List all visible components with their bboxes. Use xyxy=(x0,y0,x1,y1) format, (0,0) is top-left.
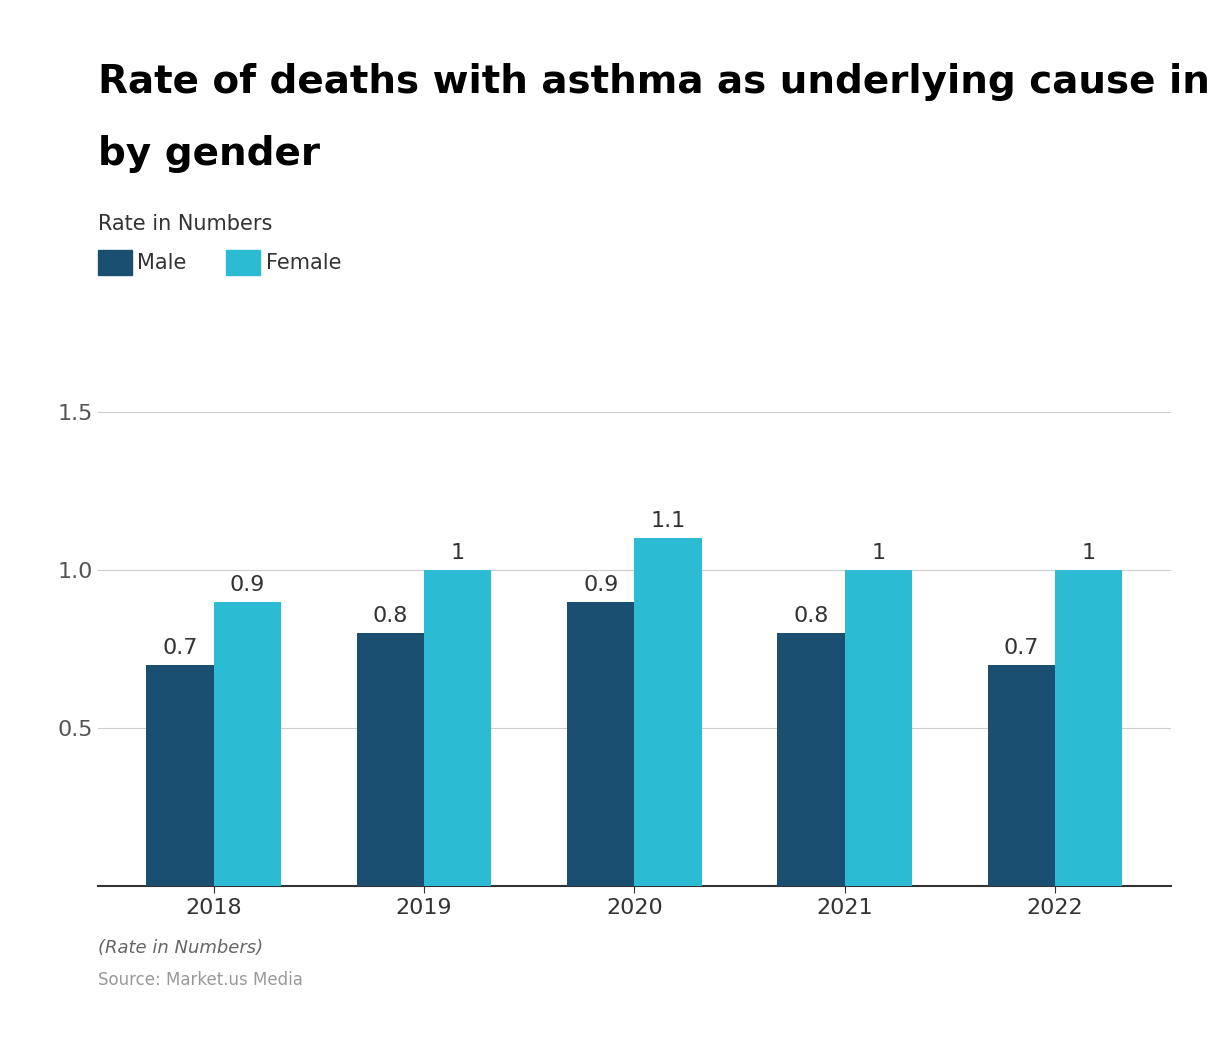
Text: 1: 1 xyxy=(450,543,465,563)
Text: 0.8: 0.8 xyxy=(373,606,407,626)
Text: Rate in Numbers: Rate in Numbers xyxy=(98,214,272,233)
Bar xyxy=(356,634,425,886)
Bar xyxy=(1055,570,1122,886)
Bar xyxy=(777,634,844,886)
Bar xyxy=(844,570,913,886)
Text: 1.1: 1.1 xyxy=(650,512,686,531)
Text: Rate of deaths with asthma as underlying cause in the U.S.: Rate of deaths with asthma as underlying… xyxy=(98,63,1220,100)
Text: 1: 1 xyxy=(871,543,886,563)
Text: 0.7: 0.7 xyxy=(1004,638,1039,658)
Text: 1: 1 xyxy=(1082,543,1096,563)
Text: (Rate in Numbers): (Rate in Numbers) xyxy=(98,940,262,958)
Text: 0.7: 0.7 xyxy=(162,638,198,658)
Bar xyxy=(567,601,634,886)
Text: by gender: by gender xyxy=(98,135,320,173)
Text: Source: Market.us Media: Source: Market.us Media xyxy=(98,971,303,989)
Bar xyxy=(146,665,214,886)
Text: Female: Female xyxy=(266,252,342,273)
Bar xyxy=(988,665,1055,886)
Text: Male: Male xyxy=(137,252,185,273)
Bar xyxy=(214,601,281,886)
Text: 0.8: 0.8 xyxy=(793,606,828,626)
Bar xyxy=(634,539,701,886)
Text: 0.9: 0.9 xyxy=(583,574,619,595)
Text: 0.9: 0.9 xyxy=(229,574,265,595)
Bar xyxy=(425,570,492,886)
